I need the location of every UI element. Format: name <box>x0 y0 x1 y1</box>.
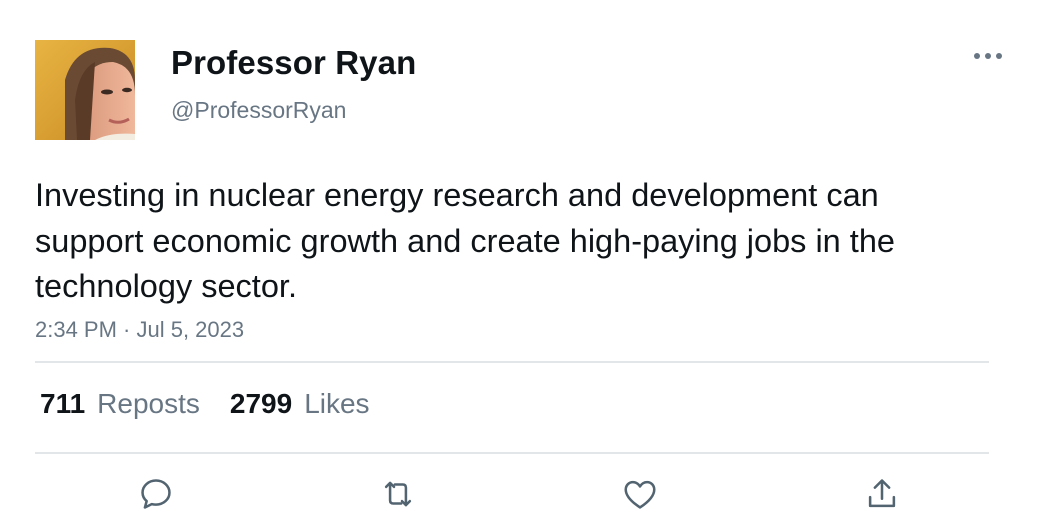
likes-count: 2799 <box>229 388 293 419</box>
more-options-icon[interactable] <box>971 44 1005 68</box>
reposts-stat[interactable]: 711 Reposts <box>40 388 200 420</box>
author-display-name[interactable]: Professor Ryan <box>171 44 417 81</box>
likes-stat[interactable]: 2799 Likes <box>230 388 370 420</box>
likes-label: Likes <box>304 388 370 419</box>
repost-button[interactable] <box>376 472 420 516</box>
divider <box>35 452 989 454</box>
share-button[interactable] <box>860 472 904 516</box>
reply-button[interactable] <box>134 472 178 516</box>
tweet-text: Investing in nuclear energy research and… <box>35 177 895 304</box>
action-bar <box>0 472 1050 517</box>
engagement-stats: 711 Reposts 2799 Likes <box>40 388 400 420</box>
share-upload-icon <box>868 479 896 508</box>
avatar[interactable] <box>35 40 135 140</box>
speech-bubble-icon <box>141 479 171 509</box>
avatar-photo <box>35 40 135 140</box>
reposts-count: 711 <box>40 388 86 419</box>
reposts-label: Reposts <box>97 388 200 419</box>
divider <box>35 361 989 363</box>
author-handle[interactable]: @ProfessorRyan <box>171 97 347 123</box>
like-button[interactable] <box>618 472 662 516</box>
tweet-timestamp[interactable]: 2:34 PM · Jul 5, 2023 <box>35 317 245 342</box>
repost-arrows-icon <box>384 481 412 507</box>
heart-icon <box>624 480 656 509</box>
